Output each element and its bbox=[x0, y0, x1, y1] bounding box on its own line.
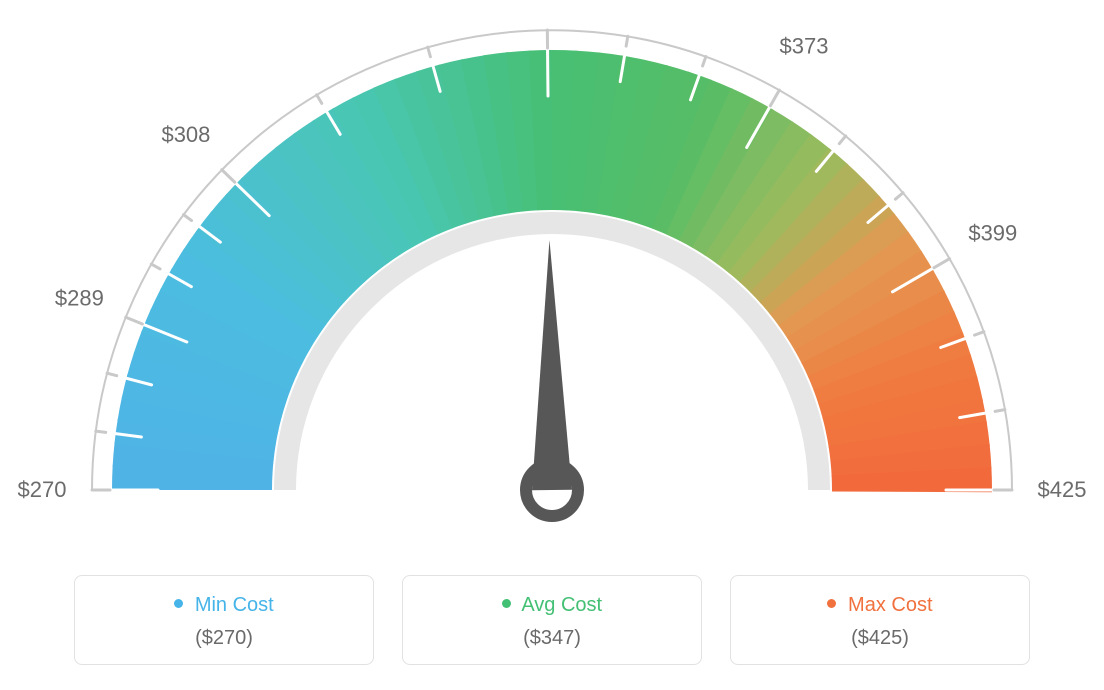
legend-min-label: Min Cost bbox=[195, 594, 274, 616]
legend-max-value: ($425) bbox=[741, 627, 1019, 650]
legend-card-avg: Avg Cost ($347) bbox=[402, 575, 702, 665]
gauge-tick-label: $425 bbox=[1038, 477, 1087, 502]
legend-min-title: Min Cost bbox=[85, 594, 363, 617]
gauge-svg: $270$289$308$347$373$399$425 bbox=[0, 0, 1104, 560]
legend-avg-dot-icon bbox=[502, 599, 511, 608]
legend-avg-title: Avg Cost bbox=[413, 594, 691, 617]
gauge-tick-label: $308 bbox=[161, 122, 210, 147]
legend-avg-value: ($347) bbox=[413, 627, 691, 650]
legend-max-label: Max Cost bbox=[848, 594, 932, 616]
gauge-tick-label: $373 bbox=[780, 34, 829, 59]
legend-card-min: Min Cost ($270) bbox=[74, 575, 374, 665]
gauge-tick-label: $270 bbox=[18, 477, 67, 502]
legend-max-title: Max Cost bbox=[741, 594, 1019, 617]
gauge-needle bbox=[532, 240, 572, 490]
legend-min-value: ($270) bbox=[85, 627, 363, 650]
gauge-tick-label: $399 bbox=[968, 221, 1017, 246]
legend-card-max: Max Cost ($425) bbox=[730, 575, 1030, 665]
legend-max-dot-icon bbox=[827, 599, 836, 608]
legend-row: Min Cost ($270) Avg Cost ($347) Max Cost… bbox=[0, 575, 1104, 665]
legend-min-dot-icon bbox=[174, 599, 183, 608]
gauge-tick-label: $289 bbox=[55, 285, 104, 310]
gauge-chart: $270$289$308$347$373$399$425 bbox=[0, 0, 1104, 560]
legend-avg-label: Avg Cost bbox=[521, 594, 602, 616]
